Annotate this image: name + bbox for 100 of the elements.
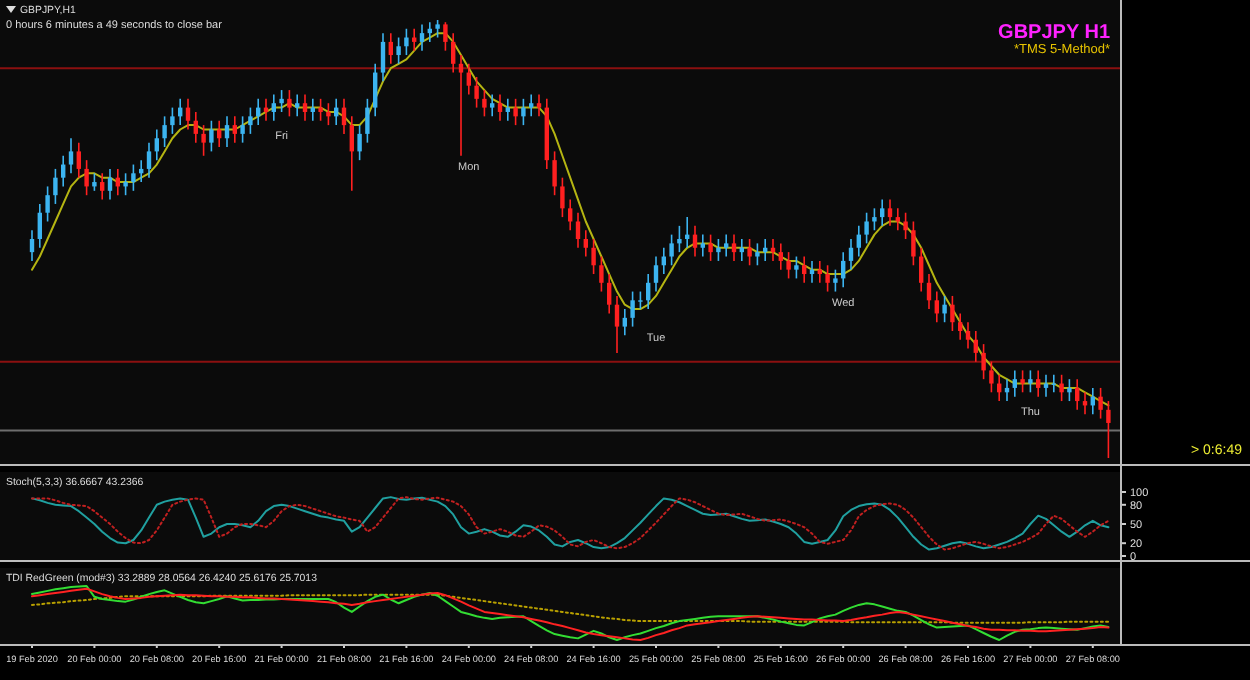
candlestick [848, 238, 854, 271]
candlestick [903, 211, 908, 240]
candlestick [591, 238, 596, 275]
candlestick [724, 233, 729, 258]
candlestick [201, 124, 206, 157]
candlestick [404, 27, 409, 56]
candlestick [864, 211, 869, 245]
candlestick [1028, 369, 1033, 394]
candlestick [529, 93, 534, 118]
candlestick [443, 21, 448, 52]
candlestick [76, 141, 81, 179]
candlestick [100, 172, 105, 201]
candlestick [37, 203, 42, 249]
candlestick [154, 128, 159, 161]
candlestick [162, 115, 167, 148]
candlestick [825, 264, 830, 293]
candlestick [887, 198, 893, 227]
candlestick [942, 295, 947, 324]
candlestick [146, 141, 152, 179]
candlestick [451, 32, 456, 74]
candlestick [490, 93, 495, 118]
candlestick [45, 185, 50, 223]
candlestick [669, 233, 674, 267]
line-series [31, 496, 1110, 551]
candlestick [240, 115, 245, 144]
candlestick [1020, 369, 1025, 394]
candlestick [786, 251, 791, 280]
candlestick [271, 93, 276, 122]
candlestick [318, 98, 323, 122]
annotation: GBPJPY H1 [998, 22, 1111, 44]
candlestick [68, 137, 74, 175]
candlestick [513, 98, 518, 126]
candlestick [279, 89, 284, 113]
candlestick [1059, 373, 1064, 402]
candlestick [802, 255, 807, 284]
candlestick [833, 268, 838, 293]
candlestick [131, 163, 136, 192]
candlestick [193, 111, 198, 144]
candlestick [692, 225, 698, 258]
candlestick [1012, 369, 1017, 398]
candlestick [1106, 400, 1111, 459]
candlestick [575, 211, 581, 249]
candlestick [872, 207, 877, 232]
candlestick [958, 312, 963, 341]
candlestick [568, 198, 573, 232]
candlestick [1075, 378, 1080, 411]
candlestick [497, 93, 503, 122]
candlestick [1098, 387, 1103, 420]
candlestick [380, 32, 386, 83]
candlestick [349, 115, 354, 192]
candlestick [622, 308, 627, 337]
candlestick [29, 229, 35, 262]
candlestick [458, 54, 464, 157]
candlestick [552, 150, 557, 196]
candlestick [53, 168, 58, 205]
candlestick [536, 93, 542, 118]
candlestick [778, 242, 783, 271]
candlestick [209, 119, 214, 153]
candlestick [419, 23, 425, 52]
candlestick [973, 330, 978, 363]
candlestick [357, 124, 362, 161]
candlestick [989, 360, 994, 394]
candlestick [560, 176, 565, 218]
candlestick [185, 98, 191, 131]
candlestick [677, 225, 682, 253]
candlestick [396, 36, 401, 65]
candlestick [599, 255, 604, 293]
candlestick [747, 238, 752, 267]
candlestick [653, 255, 659, 293]
candlestick [794, 255, 799, 280]
candlestick [614, 295, 620, 354]
candlestick [107, 168, 113, 201]
candlestick [607, 273, 612, 315]
candlestick [1036, 369, 1041, 398]
candlestick [755, 242, 760, 267]
candlestick [388, 32, 393, 65]
candlestick [474, 76, 479, 109]
candlestick [880, 198, 885, 227]
candlestick [919, 246, 924, 293]
candlestick [61, 154, 66, 188]
candlestick [583, 229, 588, 258]
candlestick [934, 290, 939, 324]
candlestick [326, 102, 331, 126]
candlestick [856, 225, 861, 258]
candlestick [84, 159, 89, 196]
candlestick [365, 98, 370, 144]
candlestick [466, 63, 471, 96]
candlestick [1067, 378, 1072, 402]
candlestick [295, 93, 300, 118]
candlestick [521, 98, 526, 126]
candlestick [911, 220, 916, 267]
candlestick [224, 115, 230, 148]
candlestick [965, 321, 971, 350]
candlestick [123, 172, 128, 196]
candlestick [482, 89, 487, 118]
candlestick [731, 233, 737, 262]
candlestick [708, 233, 713, 262]
candlestick [287, 89, 292, 118]
candlestick [630, 290, 635, 328]
candlestick [248, 106, 253, 135]
